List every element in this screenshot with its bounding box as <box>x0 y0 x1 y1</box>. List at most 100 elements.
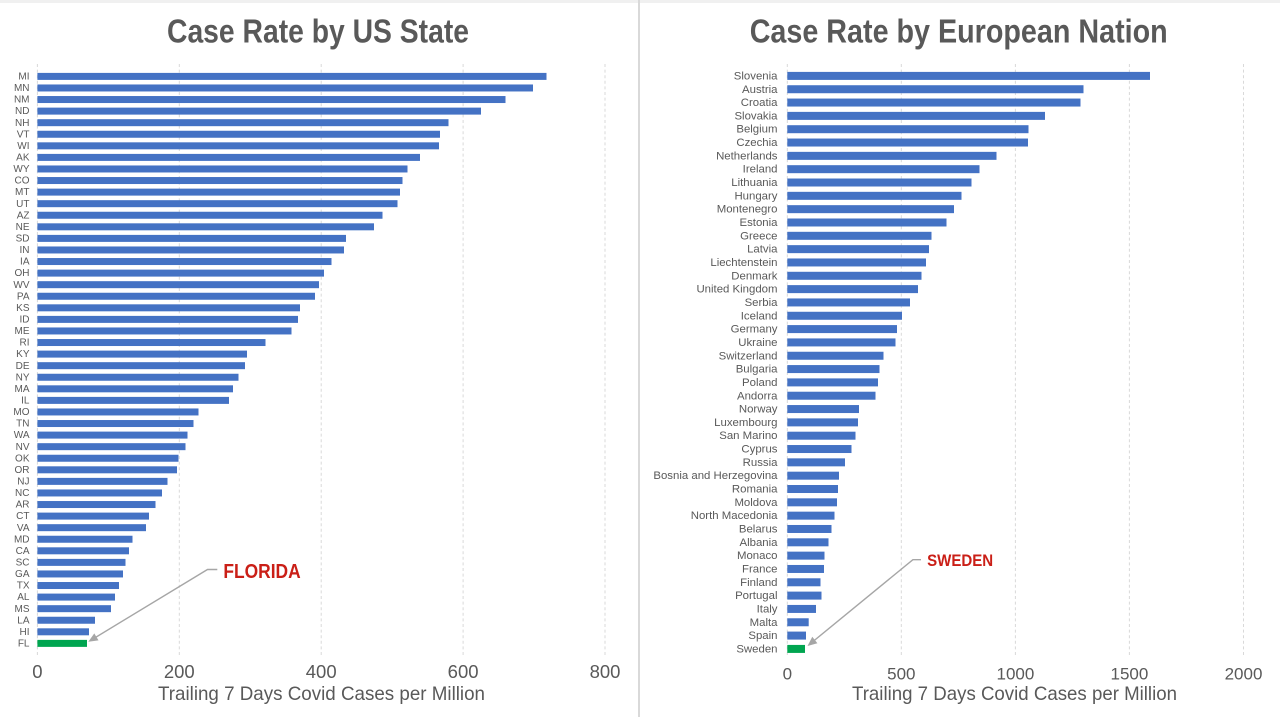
svg-text:Romania: Romania <box>732 484 778 496</box>
svg-text:800: 800 <box>590 661 621 682</box>
svg-text:NH: NH <box>15 118 29 129</box>
svg-text:Austria: Austria <box>742 84 778 96</box>
svg-text:Russia: Russia <box>743 457 778 469</box>
svg-text:Trailing 7 Days Covid Cases pe: Trailing 7 Days Covid Cases per Million <box>852 683 1177 705</box>
svg-text:200: 200 <box>164 661 195 682</box>
svg-text:WV: WV <box>13 280 29 291</box>
svg-text:IL: IL <box>21 395 30 406</box>
svg-text:1000: 1000 <box>996 665 1034 684</box>
svg-text:United Kingdom: United Kingdom <box>696 284 777 296</box>
svg-text:Spain: Spain <box>748 630 777 642</box>
svg-text:MN: MN <box>14 83 30 94</box>
svg-text:Hungary: Hungary <box>734 190 777 202</box>
svg-text:Malta: Malta <box>750 617 779 629</box>
svg-text:AR: AR <box>16 500 30 511</box>
svg-text:Italy: Italy <box>757 603 778 615</box>
svg-text:Belarus: Belarus <box>739 524 778 536</box>
svg-text:NE: NE <box>16 222 30 233</box>
svg-text:Lithuania: Lithuania <box>731 177 778 189</box>
svg-text:Bosnia and Herzegovina: Bosnia and Herzegovina <box>653 470 778 482</box>
svg-text:MS: MS <box>15 604 30 615</box>
svg-text:Croatia: Croatia <box>741 97 778 109</box>
svg-text:Denmark: Denmark <box>731 270 778 282</box>
svg-text:Luxembourg: Luxembourg <box>714 417 777 429</box>
svg-text:FL: FL <box>18 638 30 649</box>
svg-text:NJ: NJ <box>17 476 29 487</box>
svg-text:ID: ID <box>20 314 30 325</box>
svg-text:MA: MA <box>15 384 30 395</box>
svg-text:PA: PA <box>17 291 30 302</box>
svg-text:Trailing 7 Days Covid Cases pe: Trailing 7 Days Covid Cases per Million <box>158 683 485 705</box>
svg-text:Belgium: Belgium <box>736 124 777 136</box>
svg-text:KY: KY <box>16 349 30 360</box>
svg-text:AK: AK <box>16 153 30 164</box>
svg-text:NY: NY <box>16 372 30 383</box>
svg-text:LA: LA <box>17 615 30 626</box>
svg-text:Ukraine: Ukraine <box>738 337 777 349</box>
svg-text:CT: CT <box>16 511 29 522</box>
svg-text:Latvia: Latvia <box>747 244 778 256</box>
svg-text:Germany: Germany <box>731 324 778 336</box>
svg-text:0: 0 <box>32 661 42 682</box>
svg-text:Ireland: Ireland <box>743 164 778 176</box>
svg-text:CO: CO <box>15 176 30 187</box>
svg-text:North Macedonia: North Macedonia <box>691 510 778 522</box>
svg-text:NV: NV <box>16 442 30 453</box>
svg-text:OR: OR <box>15 465 30 476</box>
svg-text:OH: OH <box>15 268 30 279</box>
svg-text:NC: NC <box>15 488 29 499</box>
svg-text:France: France <box>742 564 777 576</box>
svg-text:MT: MT <box>15 187 29 198</box>
svg-text:Montenegro: Montenegro <box>717 204 778 216</box>
svg-text:WI: WI <box>17 141 29 152</box>
svg-text:IN: IN <box>20 245 30 256</box>
svg-text:1500: 1500 <box>1110 665 1148 684</box>
svg-text:Serbia: Serbia <box>745 297 779 309</box>
svg-text:Andorra: Andorra <box>737 390 778 402</box>
svg-text:Slovakia: Slovakia <box>734 110 778 122</box>
svg-text:KS: KS <box>16 303 30 314</box>
svg-text:Slovenia: Slovenia <box>734 70 778 82</box>
svg-text:Bulgaria: Bulgaria <box>736 364 778 376</box>
svg-text:OK: OK <box>15 453 30 464</box>
svg-text:HI: HI <box>20 627 30 638</box>
svg-text:MD: MD <box>14 534 30 545</box>
svg-text:Iceland: Iceland <box>741 310 778 322</box>
svg-text:Moldova: Moldova <box>734 497 778 509</box>
svg-text:Switzerland: Switzerland <box>719 350 778 362</box>
svg-text:2000: 2000 <box>1225 665 1263 684</box>
svg-text:RI: RI <box>20 338 30 349</box>
svg-text:0: 0 <box>783 665 792 684</box>
svg-text:AL: AL <box>17 592 30 603</box>
svg-text:DE: DE <box>16 361 30 372</box>
svg-text:Case Rate by US State: Case Rate by US State <box>167 14 469 51</box>
svg-text:400: 400 <box>306 661 337 682</box>
svg-text:NM: NM <box>14 95 30 106</box>
svg-text:MI: MI <box>18 72 29 83</box>
svg-text:UT: UT <box>16 199 29 210</box>
svg-text:Monaco: Monaco <box>737 550 778 562</box>
svg-text:600: 600 <box>448 661 479 682</box>
svg-text:Cyprus: Cyprus <box>741 444 777 456</box>
svg-text:VA: VA <box>17 523 30 534</box>
svg-text:Portugal: Portugal <box>735 590 777 602</box>
svg-text:WA: WA <box>14 430 30 441</box>
svg-text:500: 500 <box>887 665 915 684</box>
svg-text:SWEDEN: SWEDEN <box>927 551 993 570</box>
svg-text:ND: ND <box>15 106 29 117</box>
svg-text:FLORIDA: FLORIDA <box>223 560 300 583</box>
svg-text:Case Rate by European Nation: Case Rate by European Nation <box>750 14 1168 51</box>
svg-text:Sweden: Sweden <box>736 643 777 655</box>
svg-text:Albania: Albania <box>740 537 779 549</box>
svg-text:VT: VT <box>17 129 30 140</box>
svg-text:Greece: Greece <box>740 230 777 242</box>
svg-text:TN: TN <box>16 419 29 430</box>
svg-text:ME: ME <box>15 326 30 337</box>
svg-text:Finland: Finland <box>740 577 777 589</box>
svg-text:TX: TX <box>17 581 30 592</box>
svg-text:Poland: Poland <box>742 377 777 389</box>
svg-text:Estonia: Estonia <box>740 217 779 229</box>
svg-text:Netherlands: Netherlands <box>716 150 778 162</box>
svg-text:GA: GA <box>15 569 30 580</box>
svg-text:AZ: AZ <box>17 210 30 221</box>
